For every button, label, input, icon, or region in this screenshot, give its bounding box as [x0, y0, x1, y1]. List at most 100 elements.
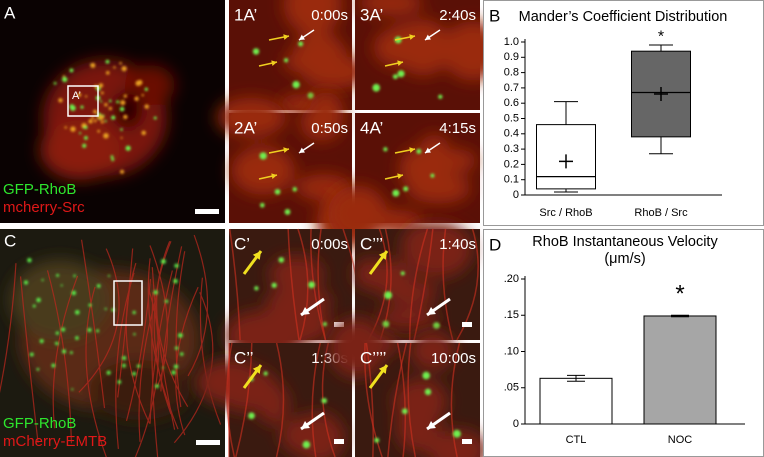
y-tick-label: 0.9	[504, 51, 519, 63]
vesicle	[133, 332, 136, 336]
vesicle	[91, 116, 95, 119]
mean-marker	[559, 154, 573, 169]
vesicle	[100, 91, 104, 95]
blob	[328, 185, 387, 242]
fiber	[364, 342, 383, 457]
fiber	[456, 228, 479, 341]
fiber	[317, 228, 327, 341]
blob	[401, 222, 449, 271]
arrow-head	[271, 60, 277, 66]
fiber	[134, 288, 159, 457]
arrow-head	[301, 420, 310, 429]
vesicle	[84, 136, 88, 140]
fiber	[52, 275, 79, 429]
arrow-head	[283, 34, 289, 40]
vesicle	[120, 136, 123, 139]
vesicle	[53, 81, 57, 85]
mean-marker	[654, 87, 668, 102]
y-tick-label: 0.6	[504, 97, 519, 109]
vesicle	[105, 59, 110, 64]
vesicle	[403, 186, 409, 192]
y-tick-label: .15	[504, 309, 519, 321]
texture	[279, 0, 370, 116]
timestamp: 10:00s	[431, 350, 476, 367]
blob	[216, 97, 286, 137]
vesicle	[29, 352, 34, 357]
y-tick-label: 0.2	[504, 158, 519, 170]
vesicle	[174, 346, 179, 350]
vesicles	[383, 147, 435, 197]
vesicle	[113, 66, 116, 69]
y-tick-label: 0.1	[504, 174, 519, 186]
blob	[427, 429, 488, 457]
annotation: *	[658, 28, 664, 45]
vesicle	[134, 96, 139, 101]
inset-label: 1A’	[234, 5, 257, 24]
vesicles	[254, 257, 328, 327]
vesicle	[104, 119, 107, 123]
vesicle	[71, 388, 74, 391]
vesicle	[84, 125, 88, 130]
y-tick-label: .10	[504, 345, 519, 357]
vesicle	[119, 106, 125, 112]
timestamp: 0:00s	[311, 7, 348, 24]
fiber	[407, 342, 417, 457]
vesicle	[171, 370, 176, 375]
vesicle	[284, 209, 291, 215]
vesicle	[173, 278, 178, 284]
fiber	[228, 228, 241, 341]
arrow-head	[397, 60, 403, 66]
arrow-head	[427, 420, 436, 429]
inset: 2A’ 0:50s	[216, 91, 371, 248]
vesicle	[144, 87, 148, 91]
arrow-head	[409, 147, 415, 153]
inset: C’’’ 1:40s	[353, 221, 480, 341]
fiber	[80, 239, 106, 409]
fiber	[0, 263, 17, 394]
vesicle	[108, 106, 113, 111]
vesicle	[78, 131, 82, 135]
inset-label: C’’’’	[360, 348, 386, 367]
vesicles	[374, 371, 461, 443]
vesicle	[61, 349, 67, 354]
vesicle	[55, 341, 59, 346]
vesicles	[372, 36, 443, 99]
blob	[300, 104, 342, 141]
vesicle	[121, 355, 127, 361]
vesicle	[271, 282, 277, 288]
vesicle	[56, 273, 60, 277]
vesicle	[23, 280, 29, 285]
vesicle	[123, 94, 127, 98]
vesicle	[69, 351, 73, 355]
vesicle	[452, 429, 461, 438]
blob	[406, 172, 471, 204]
vesicle	[84, 95, 88, 98]
vesicle	[111, 157, 115, 161]
scale-bar	[462, 322, 472, 327]
arrow-head	[283, 147, 289, 153]
fiber	[19, 276, 39, 443]
vesicle	[36, 297, 41, 303]
fiber	[187, 234, 209, 377]
roi-box	[113, 280, 143, 326]
vesicle	[123, 114, 128, 120]
arrow-head	[378, 365, 387, 374]
panel-frame	[483, 0, 764, 226]
vesicle	[120, 100, 126, 106]
y-tick-label: 1.0	[504, 36, 519, 48]
vesicles	[252, 41, 314, 99]
scale-bar	[462, 439, 472, 444]
vesicle	[117, 380, 122, 384]
vesicle	[283, 58, 289, 63]
vesicle	[141, 93, 144, 97]
fiber	[387, 342, 408, 457]
vesicle	[106, 370, 111, 375]
vesicle	[51, 363, 56, 368]
timestamp: 4:15s	[439, 120, 476, 137]
fiber	[450, 342, 461, 457]
fiber	[442, 228, 454, 341]
fiber	[149, 270, 173, 424]
vesicle	[122, 363, 126, 368]
y-tick-label: 0.3	[504, 143, 519, 155]
